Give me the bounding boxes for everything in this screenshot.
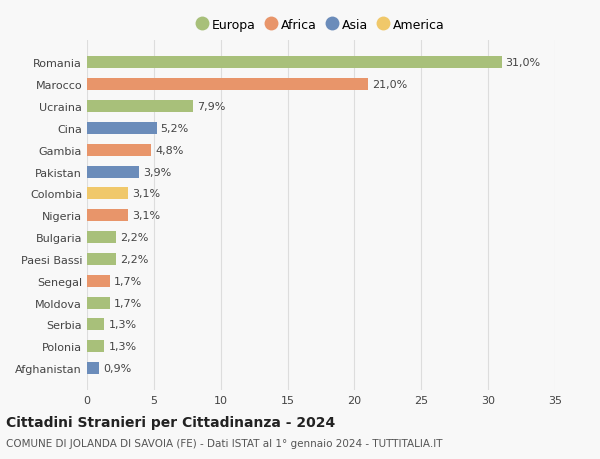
Text: 31,0%: 31,0% [506, 58, 541, 68]
Text: 21,0%: 21,0% [372, 80, 407, 90]
Bar [87, 231, 116, 244]
Text: 3,9%: 3,9% [143, 167, 172, 177]
Text: 1,3%: 1,3% [109, 341, 137, 352]
Text: 3,1%: 3,1% [133, 189, 161, 199]
Bar [87, 166, 139, 178]
Text: 0,9%: 0,9% [103, 364, 131, 373]
Legend: Europa, Africa, Asia, America: Europa, Africa, Asia, America [194, 16, 448, 34]
Bar [87, 101, 193, 113]
Text: 3,1%: 3,1% [133, 211, 161, 221]
Bar [87, 275, 110, 287]
Bar [87, 341, 104, 353]
Bar [87, 210, 128, 222]
Text: COMUNE DI JOLANDA DI SAVOIA (FE) - Dati ISTAT al 1° gennaio 2024 - TUTTITALIA.IT: COMUNE DI JOLANDA DI SAVOIA (FE) - Dati … [6, 438, 443, 448]
Bar [87, 188, 128, 200]
Text: 2,2%: 2,2% [121, 254, 149, 264]
Text: 1,7%: 1,7% [114, 276, 142, 286]
Bar [87, 362, 99, 374]
Bar [87, 144, 151, 157]
Text: 4,8%: 4,8% [155, 146, 184, 155]
Text: Cittadini Stranieri per Cittadinanza - 2024: Cittadini Stranieri per Cittadinanza - 2… [6, 415, 335, 429]
Text: 1,7%: 1,7% [114, 298, 142, 308]
Bar [87, 253, 116, 265]
Bar [87, 319, 104, 330]
Bar [87, 57, 502, 69]
Text: 5,2%: 5,2% [161, 123, 189, 134]
Text: 1,3%: 1,3% [109, 320, 137, 330]
Bar [87, 123, 157, 134]
Bar [87, 79, 368, 91]
Bar [87, 297, 110, 309]
Text: 2,2%: 2,2% [121, 233, 149, 242]
Text: 7,9%: 7,9% [197, 102, 225, 112]
